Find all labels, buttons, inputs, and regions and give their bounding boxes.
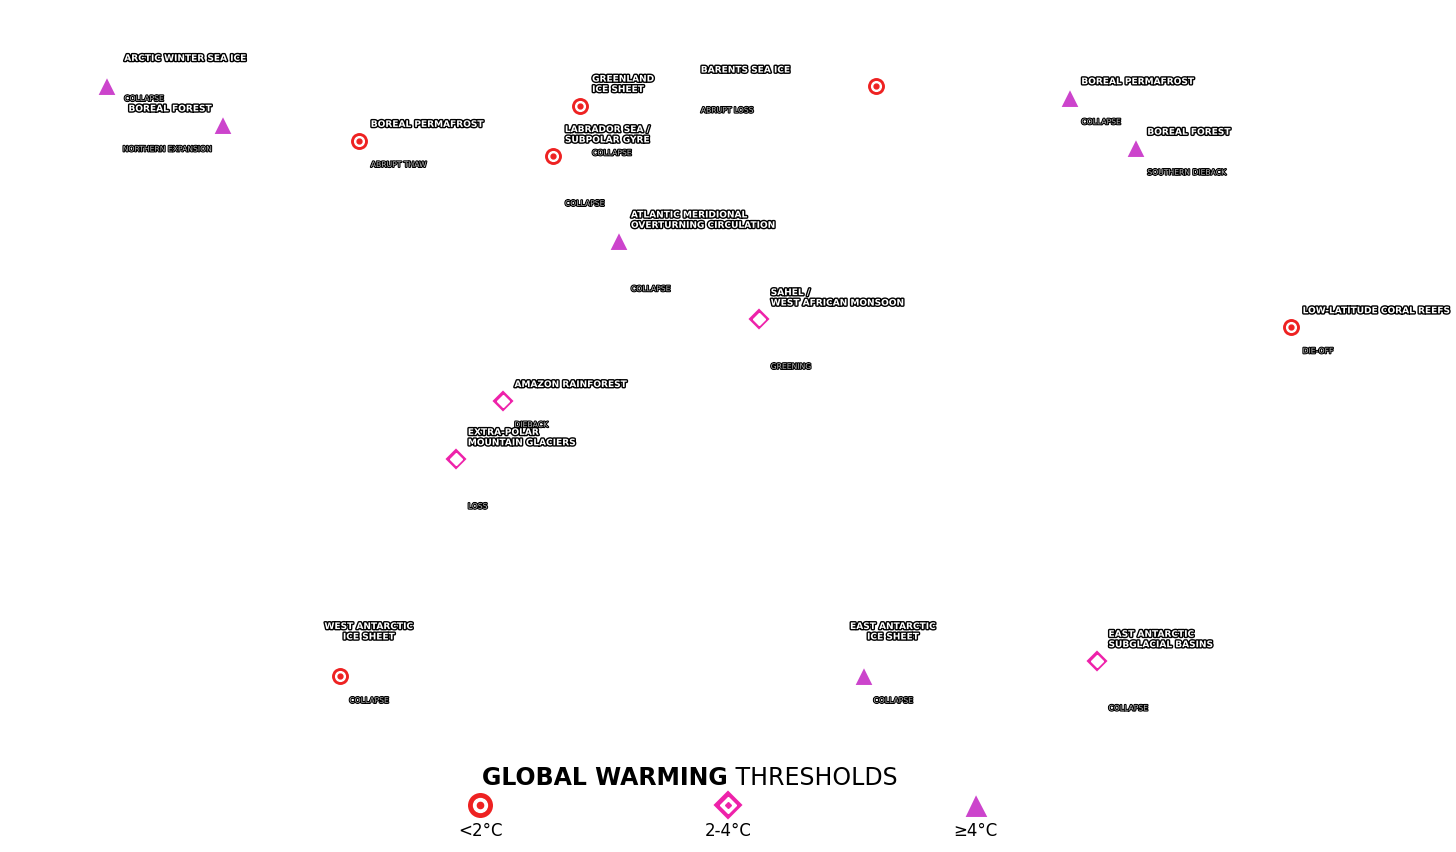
Text: NORTHERN EXPANSION: NORTHERN EXPANSION [122,145,211,153]
Text: GREENLAND
ICE SHEET: GREENLAND ICE SHEET [593,75,654,94]
Text: THRESHOLDS: THRESHOLDS [728,766,898,790]
Text: LOSS: LOSS [467,502,488,510]
Text: EAST ANTARCTIC
SUBGLACIAL BASINS: EAST ANTARCTIC SUBGLACIAL BASINS [1108,630,1213,649]
Text: SOUTHERN DIEBACK: SOUTHERN DIEBACK [1147,168,1226,176]
Text: AMAZON RAINFOREST: AMAZON RAINFOREST [514,380,628,389]
Text: ABRUPT LOSS: ABRUPT LOSS [700,106,753,115]
Text: ABRUPT THAW: ABRUPT THAW [371,160,427,169]
Text: ARCTIC WINTER SEA ICE: ARCTIC WINTER SEA ICE [124,54,246,63]
Text: COLLAPSE: COLLAPSE [630,285,670,293]
Text: EAST ANTARCTIC
ICE SHEET: EAST ANTARCTIC ICE SHEET [850,622,936,642]
Text: COLLAPSE: COLLAPSE [124,94,163,103]
Text: LOW-LATITUDE CORAL REEFS: LOW-LATITUDE CORAL REEFS [1303,306,1450,315]
Text: DIEBACK: DIEBACK [514,420,547,429]
Text: GLOBAL WARMING: GLOBAL WARMING [482,766,728,790]
Text: BOREAL PERMAFROST: BOREAL PERMAFROST [371,120,483,129]
Text: COLLAPSE: COLLAPSE [565,199,604,208]
Text: BARENTS SEA ICE: BARENTS SEA ICE [700,66,791,74]
Text: DIE-OFF: DIE-OFF [1303,346,1334,355]
Text: BOREAL FOREST: BOREAL FOREST [128,104,211,113]
Text: GREENING: GREENING [770,362,811,371]
Text: ≥4°C: ≥4°C [954,822,997,840]
Text: COLLAPSE: COLLAPSE [1082,118,1121,126]
Text: BOREAL FOREST: BOREAL FOREST [1147,128,1230,136]
Text: COLLAPSE: COLLAPSE [593,148,632,158]
Text: COLLAPSE: COLLAPSE [1108,704,1147,712]
Text: EXTRA-POLAR
MOUNTAIN GLACIERS: EXTRA-POLAR MOUNTAIN GLACIERS [467,428,577,447]
Text: <2°C: <2°C [459,822,502,840]
Text: COLLAPSE: COLLAPSE [874,696,913,705]
Text: BOREAL PERMAFROST: BOREAL PERMAFROST [1082,78,1194,86]
Text: ATLANTIC MERIDIONAL
OVERTURNING CIRCULATION: ATLANTIC MERIDIONAL OVERTURNING CIRCULAT… [630,210,776,230]
Text: 2-4°C: 2-4°C [705,822,751,840]
Text: LABRADOR SEA /
SUBPOLAR GYRE: LABRADOR SEA / SUBPOLAR GYRE [565,125,649,145]
Text: WEST ANTARCTIC
ICE SHEET: WEST ANTARCTIC ICE SHEET [325,622,414,642]
Text: SAHEL /
WEST AFRICAN MONSOON: SAHEL / WEST AFRICAN MONSOON [770,288,904,308]
Text: COLLAPSE: COLLAPSE [349,696,389,705]
